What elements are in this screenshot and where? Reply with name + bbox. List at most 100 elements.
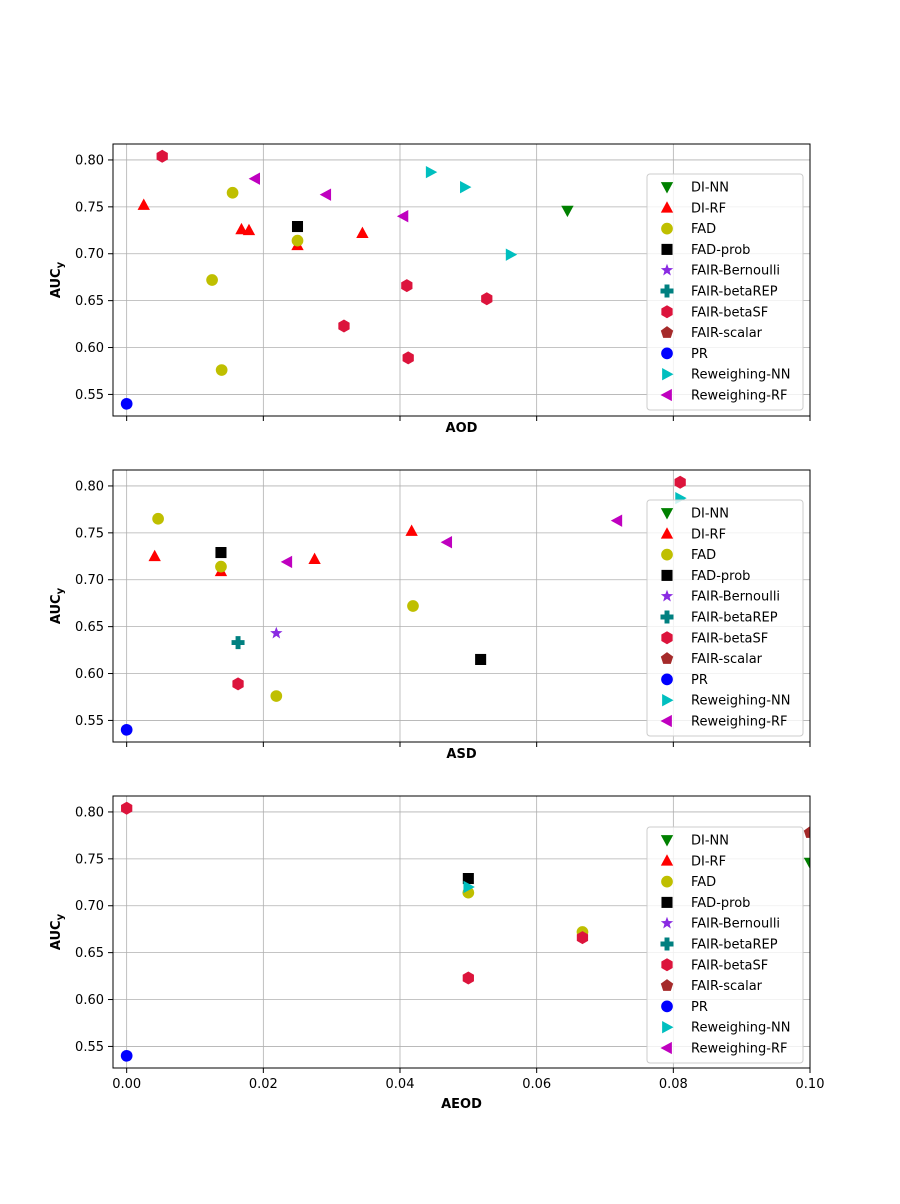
y-tick-label: 0.75 xyxy=(75,200,104,215)
point-reweighing-rf xyxy=(280,555,293,569)
legend-marker-di-nn xyxy=(660,182,674,194)
y-tick-label: 0.65 xyxy=(75,946,104,961)
point-di-rf xyxy=(148,549,161,562)
legend-marker-fair-scalar xyxy=(660,979,674,991)
legend-marker-fad-prob xyxy=(661,569,673,581)
legend-marker-fad-prob xyxy=(661,896,673,908)
y-tick-label: 0.70 xyxy=(75,247,104,262)
legend-marker-fair-betarep xyxy=(660,284,674,298)
legend-marker-fad xyxy=(661,222,673,235)
legend-label: FAD-prob xyxy=(691,569,750,584)
legend-label: FAIR-betaREP xyxy=(691,285,778,300)
point-fad-prob xyxy=(291,221,304,233)
point-fair-betasf xyxy=(462,971,474,985)
legend-marker-pr xyxy=(661,1000,673,1013)
point-di-rf xyxy=(405,524,418,536)
legend-label: DI-RF xyxy=(691,854,726,869)
data-points xyxy=(120,149,574,410)
axes-frame xyxy=(112,143,811,417)
legend-marker-fair-bernoulli xyxy=(660,916,674,929)
legend-label: FAD xyxy=(691,875,716,890)
legend-marker-pr xyxy=(661,347,673,360)
point-reweighing-rf xyxy=(610,514,623,527)
x-axis-label: ASD xyxy=(446,747,476,762)
point-fair-betasf xyxy=(401,279,413,293)
point-reweighing-nn xyxy=(460,180,472,194)
point-fair-betasf xyxy=(674,475,686,489)
point-fair-betasf xyxy=(338,319,350,333)
y-tick-label: 0.65 xyxy=(75,620,104,635)
axes-frame xyxy=(112,469,811,743)
legend-marker-fair-betarep xyxy=(660,610,674,624)
x-axis-label: AEOD xyxy=(441,1097,482,1112)
point-fad xyxy=(206,274,218,286)
legend-marker-fair-scalar xyxy=(660,326,674,338)
point-reweighing-rf xyxy=(248,172,261,185)
subplot-3: 0.00 0.02 0.04 0.06 0.08 0.10 0.55 0.60 0.65 0.70… xyxy=(49,795,824,1112)
point-fad xyxy=(215,560,227,573)
legend-label: FAIR-betaSF xyxy=(691,305,768,320)
legend-marker-fair-scalar xyxy=(660,652,674,664)
legend: DI-NN DI-RF FAD FAD-prob FAIR-Bernoulli FAIR-… xyxy=(646,173,804,411)
legend-label: Reweighing-NN xyxy=(691,1021,790,1036)
subplot-1: 0.55 0.60 0.65 0.70 0.75 0.80 AOD AUCy DI-NN DI-R… xyxy=(49,143,811,436)
point-di-rf xyxy=(308,552,321,564)
legend: DI-NN DI-RF FAD FAD-prob FAIR-Bernoulli FAIR-… xyxy=(646,499,804,737)
point-fair-betasf xyxy=(402,351,414,365)
legend-label: FAIR-Bernoulli xyxy=(691,917,780,932)
y-tick-label: 0.70 xyxy=(75,573,104,588)
point-di-rf xyxy=(356,226,369,238)
point-di-nn xyxy=(561,205,574,218)
legend-label: FAIR-Bernoulli xyxy=(691,264,780,279)
legend-label: DI-RF xyxy=(691,201,726,216)
legend-label: Reweighing-RF xyxy=(691,715,787,730)
legend-marker-reweighing-rf xyxy=(660,714,672,728)
subplot-2: 0.55 0.60 0.65 0.70 0.75 0.80 ASD AUCy DI-NN DI-R… xyxy=(49,469,811,762)
legend-marker-fair-betasf xyxy=(661,958,673,972)
y-axis-label: AUCy xyxy=(49,587,66,624)
point-reweighing-nn xyxy=(463,880,475,894)
legend-label: FAIR-scalar xyxy=(691,652,763,667)
axes-frame xyxy=(112,795,811,1069)
legend-marker-fair-bernoulli xyxy=(660,589,674,602)
point-pr xyxy=(120,397,133,410)
data-points xyxy=(120,475,687,736)
point-fad xyxy=(407,600,419,612)
point-reweighing-nn xyxy=(425,165,438,179)
legend-label: Reweighing-RF xyxy=(691,389,787,404)
legend-marker-fad xyxy=(661,548,673,561)
legend-marker-di-nn xyxy=(660,835,674,847)
y-tick-label: 0.60 xyxy=(75,993,104,1008)
point-fair-scalar xyxy=(803,826,810,838)
y-tick-label: 0.80 xyxy=(75,153,104,168)
point-reweighing-rf xyxy=(440,536,453,549)
x-tick-label: 0.06 xyxy=(522,1077,551,1092)
point-fad-prob xyxy=(475,653,487,665)
legend-marker-reweighing-nn xyxy=(662,368,674,381)
point-fair-betasf xyxy=(232,677,244,691)
point-reweighing-rf xyxy=(396,210,409,223)
point-fair-bernoulli xyxy=(270,626,283,639)
legend-marker-fair-betasf xyxy=(661,631,673,645)
y-tick-label: 0.55 xyxy=(75,388,104,403)
y-tick-label: 0.60 xyxy=(75,341,104,356)
y-tick-label: 0.80 xyxy=(75,805,104,820)
point-fair-betarep xyxy=(231,636,245,650)
y-tick-label: 0.55 xyxy=(75,1040,104,1055)
legend-box xyxy=(646,826,804,1064)
point-fair-betasf xyxy=(576,931,589,945)
legend-box xyxy=(646,499,804,737)
point-fair-betasf xyxy=(156,149,168,163)
legend-marker-fair-bernoulli xyxy=(660,263,674,276)
point-di-rf xyxy=(137,198,150,210)
y-tick-label: 0.55 xyxy=(75,714,104,729)
y-tick-label: 0.75 xyxy=(75,526,104,541)
point-fair-betasf xyxy=(121,801,133,815)
legend-label: DI-NN xyxy=(691,834,729,849)
x-tick-label: 0.08 xyxy=(659,1077,688,1092)
y-tick-label: 0.60 xyxy=(75,667,104,682)
legend-marker-reweighing-nn xyxy=(662,694,674,707)
legend-marker-di-rf xyxy=(660,201,674,213)
legend-label: FAIR-betaREP xyxy=(691,611,778,626)
